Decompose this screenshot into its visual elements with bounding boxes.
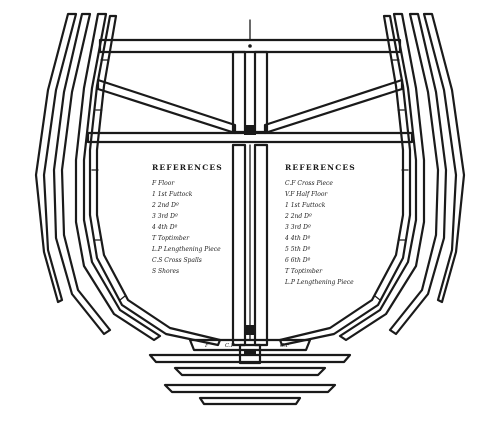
reference-item: T Toptimber — [152, 235, 190, 242]
references-right-heading: REFERENCES — [285, 163, 356, 172]
references-right: REFERENCES C.F Cross Piece V.F Half Floo… — [284, 163, 356, 286]
central-posts — [231, 50, 269, 347]
reference-item: V.F Half Floor — [285, 191, 328, 198]
reference-item: 6 6th Dº — [285, 257, 311, 264]
timber-mark-floor-left: F — [204, 343, 209, 349]
reference-item: L.P Lengthening Piece — [151, 246, 221, 253]
right-frame-timbers — [278, 12, 466, 347]
reference-item: 4 4th Dº — [151, 224, 178, 231]
floor-timber — [148, 338, 352, 406]
reference-item: 3 3rd Dº — [152, 213, 178, 220]
reference-item: S Shores — [152, 268, 179, 275]
reference-item: C.F Cross Piece — [285, 180, 333, 187]
timber-mark-floor-center: C.F — [225, 343, 235, 349]
reference-item: 1 1st Futtock — [152, 191, 193, 198]
reference-item: F Floor — [151, 180, 175, 187]
reference-item: 4 4th Dº — [284, 235, 311, 242]
references-left: REFERENCES F Floor 1 1st Futtock 2 2nd D… — [151, 163, 223, 275]
reference-item: L.P Lengthening Piece — [284, 279, 354, 286]
reference-item: 1 1st Futtock — [285, 202, 326, 209]
reference-item: 2 2nd Dº — [151, 202, 179, 209]
reference-item: C.S Cross Spalls — [152, 257, 202, 264]
reference-item: 3 3rd Dº — [285, 224, 311, 231]
reference-item: T Toptimber — [285, 268, 323, 275]
reference-item: 2 2nd Dº — [284, 213, 312, 220]
timber-mark-floor-right: C.F — [280, 343, 290, 349]
reference-item: 5 5th Dº — [285, 246, 311, 253]
cross-spall-upper — [98, 19, 402, 54]
left-frame-timbers — [34, 12, 222, 347]
references-left-heading: REFERENCES — [152, 163, 223, 172]
